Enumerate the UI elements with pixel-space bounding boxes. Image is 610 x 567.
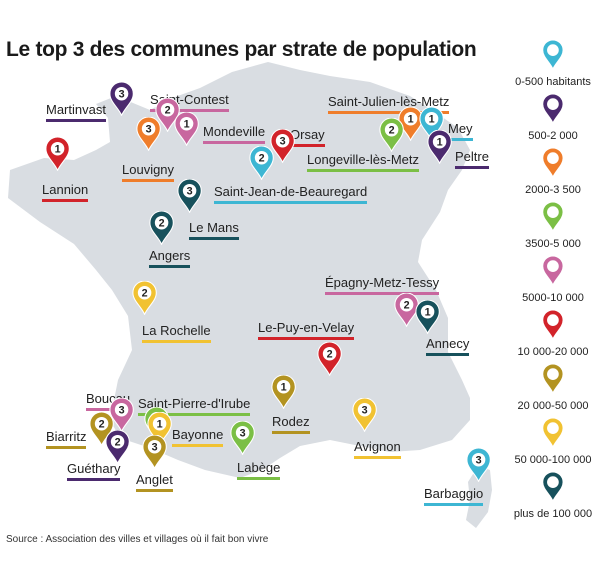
commune-label-bayonne: Bayonne xyxy=(172,427,224,447)
svg-text:3: 3 xyxy=(152,442,158,454)
commune-label-peltre: Peltre xyxy=(455,149,489,169)
map-pin-lannion: 1 xyxy=(45,136,71,171)
svg-text:2: 2 xyxy=(259,153,265,165)
svg-text:2: 2 xyxy=(142,288,148,300)
map-pin-avignon: 3 xyxy=(352,397,378,432)
map-pin-mondeville: 1 xyxy=(174,111,200,146)
svg-text:1: 1 xyxy=(425,307,431,319)
commune-label-le-mans: Le Mans xyxy=(189,220,239,240)
svg-text:3: 3 xyxy=(187,186,193,198)
legend-pin-s8 xyxy=(542,418,564,448)
svg-text:3: 3 xyxy=(119,405,125,417)
map-pin-bayonne: 1 xyxy=(147,411,173,446)
map-pin-boucau: 3 xyxy=(109,397,135,432)
svg-text:1: 1 xyxy=(437,137,443,149)
svg-text:2: 2 xyxy=(115,437,121,449)
commune-label-mondeville: Mondeville xyxy=(203,124,266,144)
svg-text:1: 1 xyxy=(184,119,190,131)
commune-label-longeville-les-metz: Longeville-lès-Metz xyxy=(307,152,419,172)
map-pin-la-rochelle: 2 xyxy=(132,280,158,315)
legend-label-s5: 5000-10 000 xyxy=(522,292,584,304)
legend-label-s4: 3500-5 000 xyxy=(525,238,581,250)
svg-text:3: 3 xyxy=(280,136,286,148)
legend-label-s9: plus de 100 000 xyxy=(513,508,593,520)
map-pin-anglet: 3 xyxy=(142,434,168,469)
legend-label-s8: 50 000-100 000 xyxy=(514,454,592,466)
legend-label-s1: 0-500 habitants xyxy=(515,76,591,88)
legend-pin-s4 xyxy=(542,202,564,232)
commune-label-rodez: Rodez xyxy=(272,414,310,434)
commune-label-saint-jean-de-beauregard: Saint-Jean-de-Beauregard xyxy=(214,184,368,204)
svg-text:3: 3 xyxy=(146,124,152,136)
legend-pin-s2 xyxy=(542,94,564,124)
svg-text:1: 1 xyxy=(429,114,435,126)
legend-pin-s1 xyxy=(542,40,564,70)
svg-text:1: 1 xyxy=(55,144,61,156)
commune-label-saint-pierre-d-irube: Saint-Pierre-d'Irube xyxy=(138,396,251,416)
commune-label-martinvast: Martinvast xyxy=(46,102,106,122)
map-pin-barbaggio: 3 xyxy=(466,447,492,482)
svg-text:2: 2 xyxy=(165,105,171,117)
map-title: Le top 3 des communes par strate de popu… xyxy=(6,38,477,61)
commune-label-guethary: Guéthary xyxy=(67,461,121,481)
legend-pin-s5 xyxy=(542,256,564,286)
commune-label-la-rochelle: La Rochelle xyxy=(142,323,211,343)
source-note: Source : Association des villes et villa… xyxy=(6,534,269,545)
map-pin-longeville-les-metz: 2 xyxy=(379,117,405,152)
map-pin-angers: 2 xyxy=(149,210,175,245)
map-pin-rodez: 1 xyxy=(271,374,297,409)
legend-pin-s6 xyxy=(542,310,564,340)
svg-text:2: 2 xyxy=(389,125,395,137)
map-pin-le-mans: 3 xyxy=(177,178,203,213)
commune-label-biarritz: Biarritz xyxy=(46,429,87,449)
map-pin-labege: 3 xyxy=(230,420,256,455)
commune-label-anglet: Anglet xyxy=(136,472,173,492)
commune-label-epagny-metz-tessy: Épagny-Metz-Tessy xyxy=(325,275,440,295)
commune-label-louvigny: Louvigny xyxy=(122,162,175,182)
svg-text:3: 3 xyxy=(119,89,125,101)
map-pin-martinvast: 3 xyxy=(109,81,135,116)
commune-label-labege: Labège xyxy=(237,460,281,480)
svg-text:2: 2 xyxy=(159,218,165,230)
commune-label-mey: Mey xyxy=(448,121,473,141)
legend-label-s3: 2000-3 500 xyxy=(525,184,581,196)
svg-text:3: 3 xyxy=(476,455,482,467)
legend-label-s7: 20 000-50 000 xyxy=(517,400,589,412)
commune-label-annecy: Annecy xyxy=(426,336,470,356)
map-pin-mey: 1 xyxy=(419,106,445,141)
svg-text:2: 2 xyxy=(404,300,410,312)
svg-text:2: 2 xyxy=(327,349,333,361)
map-pin-annecy: 1 xyxy=(415,299,441,334)
svg-text:1: 1 xyxy=(281,382,287,394)
france-mainland-shape xyxy=(8,62,470,478)
map-pin-epagny-metz-tessy: 2 xyxy=(394,292,420,327)
svg-text:3: 3 xyxy=(362,405,368,417)
commune-label-le-puy-en-velay: Le-Puy-en-Velay xyxy=(258,320,355,340)
corsica-shape xyxy=(466,466,492,528)
commune-label-lannion: Lannion xyxy=(42,182,89,202)
legend-pin-s7 xyxy=(542,364,564,394)
commune-label-saint-julien-les-metz: Saint-Julien-lès-Metz xyxy=(328,94,450,114)
commune-label-angers: Angers xyxy=(149,248,191,268)
commune-label-orsay: Orsay xyxy=(290,127,325,147)
svg-text:2: 2 xyxy=(99,419,105,431)
map-pin-orsay: 3 xyxy=(270,128,296,163)
commune-label-avignon: Avignon xyxy=(354,439,401,459)
legend-pin-s3 xyxy=(542,148,564,178)
map-pin-le-puy-en-velay: 2 xyxy=(317,341,343,376)
legend-label-s2: 500-2 000 xyxy=(528,130,578,142)
map-pin-peltre: 1 xyxy=(427,129,453,164)
legend-label-s6: 10 000-20 000 xyxy=(517,346,589,358)
svg-text:1: 1 xyxy=(157,419,163,431)
svg-text:1: 1 xyxy=(408,114,414,126)
map-pin-louvigny: 3 xyxy=(136,116,162,151)
commune-label-barbaggio: Barbaggio xyxy=(424,486,484,506)
map-pin-saint-jean-de-beauregard: 2 xyxy=(249,145,275,180)
map-pin-guethary: 2 xyxy=(105,429,131,464)
svg-text:3: 3 xyxy=(240,428,246,440)
legend-pin-s9 xyxy=(542,472,564,502)
